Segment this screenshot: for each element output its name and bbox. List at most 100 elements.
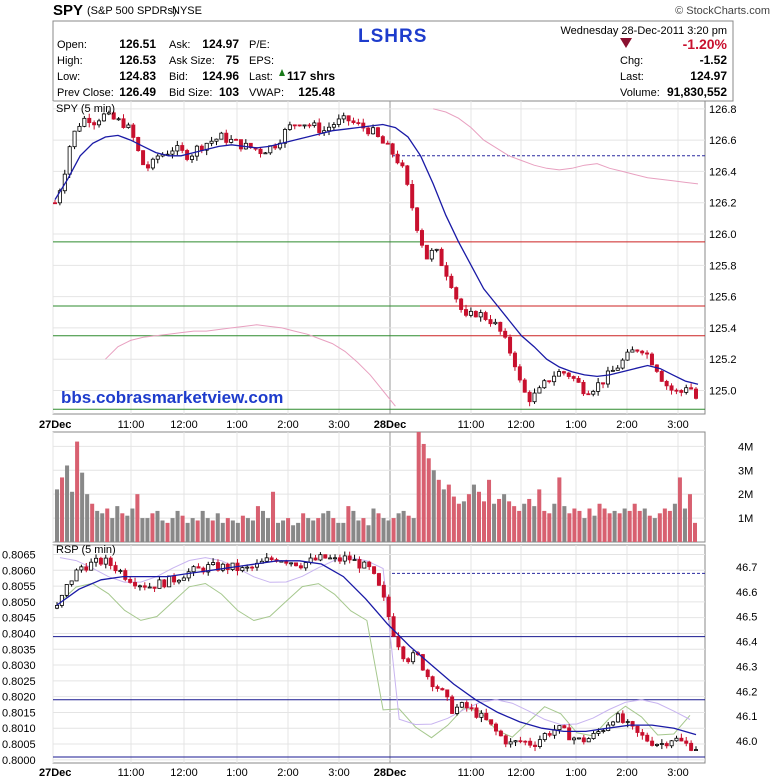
- volume-bar: [562, 506, 567, 542]
- volume-bar: [225, 518, 230, 542]
- quote-label: Last:: [249, 71, 273, 83]
- volume-bar: [471, 484, 476, 542]
- volume-bar: [672, 503, 677, 542]
- quote-value: 126.51: [119, 37, 156, 51]
- candle-body: [537, 739, 542, 747]
- candle-body: [522, 379, 527, 393]
- x-tick-label: 3:00: [328, 767, 349, 779]
- quote-label: Last:: [620, 71, 644, 83]
- volume-bar: [165, 522, 170, 542]
- volume-bar: [175, 510, 180, 542]
- volume-bar: [255, 506, 260, 542]
- candle-body: [118, 570, 123, 572]
- candle-body: [307, 124, 312, 127]
- candle-body: [425, 669, 430, 678]
- volume-bar: [75, 441, 80, 542]
- x-tick-label: 3:00: [667, 419, 688, 431]
- candle-body: [385, 142, 390, 145]
- candle-body: [215, 562, 220, 571]
- y-tick-label-left: 0.8050: [2, 597, 36, 609]
- volume-bar: [356, 520, 361, 542]
- candle-body: [101, 113, 106, 122]
- candle-body: [439, 248, 444, 267]
- candle-body: [113, 565, 118, 572]
- candle-body: [372, 566, 377, 574]
- site-watermark: bbs.cobrasmarketview.com: [61, 388, 283, 407]
- candle-body: [302, 124, 307, 127]
- x-tick-label: 12:00: [170, 767, 198, 779]
- candle-body: [366, 127, 371, 135]
- candle-body: [123, 570, 128, 580]
- candle-body: [142, 585, 147, 588]
- y-tick-label: 125.4: [709, 323, 737, 335]
- volume-bar: [411, 518, 416, 542]
- volume-bar: [517, 510, 522, 542]
- candle-body: [684, 740, 689, 744]
- volume-bar: [366, 525, 371, 542]
- volume-bar: [105, 508, 110, 542]
- candle-body: [669, 385, 674, 391]
- x-tick-label: 27Dec: [39, 767, 71, 779]
- quote-value: 124.83: [119, 69, 156, 83]
- volume-bar: [687, 494, 692, 542]
- volume-bar: [381, 518, 386, 542]
- volume-bar: [235, 522, 240, 542]
- candle-body: [601, 730, 606, 732]
- candle-body: [190, 155, 195, 160]
- rsp-panel: 0.8065 0.8060 0.8055 0.8050 0.8045 0.8040 0.80…: [2, 544, 757, 779]
- quote-value: 126.53: [119, 53, 156, 67]
- candle-body: [635, 725, 640, 733]
- volume-bar: [265, 518, 271, 542]
- candle-body: [352, 559, 357, 561]
- y-tick-label: 125.2: [709, 354, 737, 366]
- price-panel: 126.8 126.6 126.4 126.2 126.0 125.8 125.6 125.4…: [39, 100, 737, 431]
- candle-body: [380, 136, 385, 144]
- volume-bar: [451, 496, 456, 542]
- candle-body: [586, 738, 591, 743]
- candle-body: [547, 380, 552, 383]
- candle-body: [346, 115, 351, 122]
- quote-value: 91,830,552: [667, 85, 727, 99]
- candle-body: [282, 129, 287, 144]
- x-tick-label: 2:00: [616, 767, 637, 779]
- candle-body: [103, 557, 108, 565]
- candle-body: [415, 207, 420, 231]
- volume-bar: [512, 506, 517, 542]
- volume-bar: [281, 520, 286, 542]
- candle-body: [610, 369, 615, 372]
- candle-body: [581, 381, 586, 395]
- y-tick-label-right: 46.6: [736, 587, 757, 599]
- candle-body: [542, 380, 547, 389]
- volume-bar: [607, 513, 612, 542]
- candle-body: [391, 616, 396, 637]
- y-tick-label-right: 46.7: [736, 562, 757, 574]
- volume-bar: [617, 513, 622, 542]
- volume-bar: [612, 510, 617, 542]
- candle-body: [181, 577, 186, 581]
- candle-body: [562, 725, 567, 729]
- volume-bar: [371, 508, 376, 542]
- candle-body: [229, 138, 234, 143]
- candle-body: [576, 378, 581, 383]
- volume-bar: [577, 510, 582, 542]
- volume-bar: [326, 510, 331, 542]
- candle-body: [224, 132, 229, 143]
- candle-body: [630, 721, 635, 727]
- candle-body: [659, 743, 664, 745]
- candle-body: [488, 319, 493, 325]
- candle-body: [167, 575, 172, 588]
- panel-title: SPY (5 min): [56, 103, 115, 115]
- candle-body: [356, 122, 361, 125]
- candle-body: [483, 312, 488, 320]
- down-triangle-icon: [620, 38, 632, 48]
- y-tick-label-left: 0.8005: [2, 739, 36, 751]
- candle-body: [615, 367, 620, 371]
- candle-body: [141, 150, 146, 166]
- candle-body: [523, 740, 528, 743]
- volume-bar: [552, 503, 557, 542]
- candle-body: [449, 275, 454, 288]
- candle-body: [503, 330, 508, 338]
- candle-body: [269, 557, 274, 561]
- volume-bar: [647, 515, 652, 542]
